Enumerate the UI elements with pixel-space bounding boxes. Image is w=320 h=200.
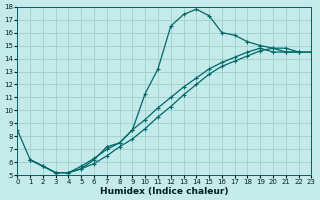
X-axis label: Humidex (Indice chaleur): Humidex (Indice chaleur) xyxy=(100,187,228,196)
